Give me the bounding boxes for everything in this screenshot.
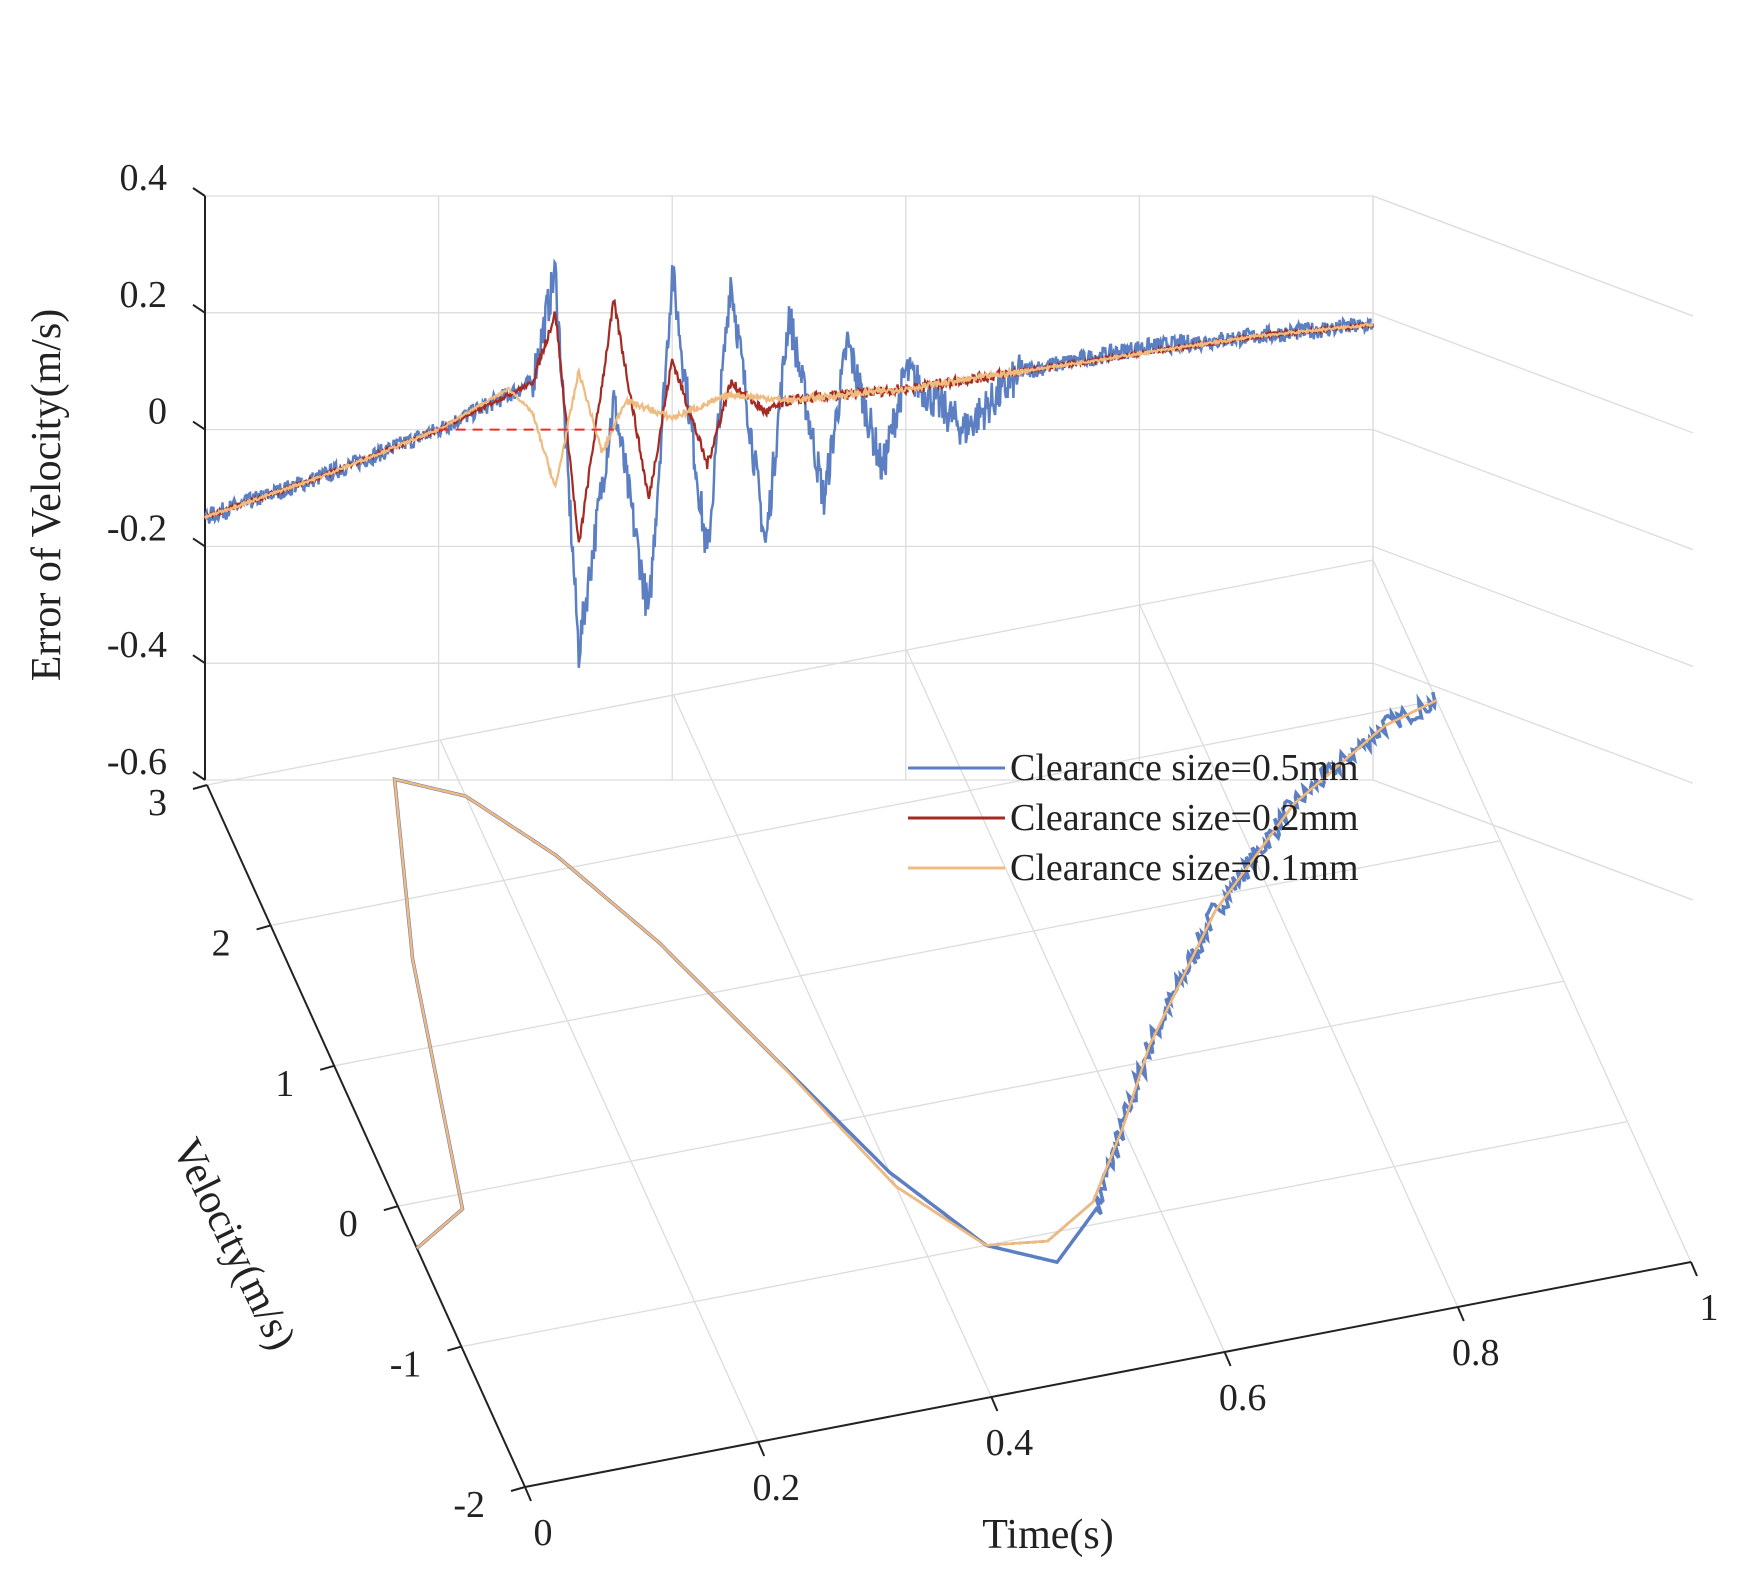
z-tick-label-4: 0.2 bbox=[120, 274, 168, 316]
x-tick-mark-3 bbox=[1223, 1351, 1232, 1367]
velocity-line-2 bbox=[393, 699, 1438, 1250]
z-tick-mark-0 bbox=[192, 771, 206, 781]
grid-z-side-1 bbox=[1372, 662, 1694, 784]
grid-z-side-3 bbox=[1372, 428, 1694, 551]
grid-z-side-2 bbox=[1372, 545, 1694, 668]
grid-y-2 bbox=[397, 980, 1564, 1207]
grid-y-4 bbox=[270, 699, 1437, 927]
grid-lines bbox=[204, 195, 1694, 1488]
x-tick-mark-5 bbox=[1690, 1261, 1698, 1277]
z-tick-mark-4 bbox=[192, 303, 206, 314]
x-tick-label-0: 0 bbox=[534, 1512, 553, 1554]
y-tick-mark-1 bbox=[447, 1345, 462, 1352]
y-tick-mark-2 bbox=[383, 1205, 399, 1212]
error-line-2 bbox=[204, 320, 1374, 520]
y-tick-label-5: 3 bbox=[148, 782, 167, 824]
axes bbox=[192, 187, 1698, 1502]
y-tick-mark-4 bbox=[256, 924, 271, 931]
tick-labels: -0.6 -0.4 -0.2 0 0.2 0.4 -2 -1 0 1 2 3 0 0.2 0.4 0.6 0.8… bbox=[107, 157, 1719, 1554]
z-axis-title: Error of Velocity(m/s) bbox=[24, 309, 70, 681]
y-tick-mark-5 bbox=[192, 784, 208, 790]
y-tick-label-2: 0 bbox=[339, 1203, 358, 1245]
y-tick-label-1: -1 bbox=[390, 1344, 422, 1386]
y-tick-mark-3 bbox=[319, 1064, 335, 1071]
x-tick-mark-4 bbox=[1456, 1306, 1465, 1322]
x-axis-line bbox=[524, 1261, 1692, 1488]
legend-label-2: Clearance size=0.1mm bbox=[1010, 847, 1359, 889]
legend: Clearance size=0.5mm Clearance size=0.2m… bbox=[908, 747, 1359, 889]
z-tick-label-2: -0.2 bbox=[107, 507, 167, 549]
y-axis-title: Velocity(m/s) bbox=[163, 1131, 305, 1357]
y-tick-label-3: 1 bbox=[275, 1063, 294, 1105]
x-tick-label-3: 0.6 bbox=[1219, 1377, 1267, 1419]
x-tick-mark-1 bbox=[757, 1441, 766, 1457]
z-tick-label-1: -0.4 bbox=[107, 624, 167, 666]
z-tick-label-3: 0 bbox=[148, 391, 167, 433]
z-tick-label-0: -0.6 bbox=[107, 741, 167, 783]
y-tick-label-4: 2 bbox=[212, 922, 231, 964]
z-tick-mark-5 bbox=[192, 187, 206, 197]
grid-x-floor-5 bbox=[1372, 559, 1692, 1263]
z-tick-mark-3 bbox=[192, 420, 206, 431]
y-tick-label-0: -2 bbox=[453, 1484, 485, 1526]
grid-x-floor-1 bbox=[439, 739, 759, 1443]
x-tick-mark-0 bbox=[524, 1486, 532, 1502]
x-tick-label-1: 0.2 bbox=[752, 1467, 800, 1509]
legend-label-0: Clearance size=0.5mm bbox=[1010, 747, 1359, 789]
grid-z-side-5 bbox=[1372, 195, 1694, 317]
legend-label-1: Clearance size=0.2mm bbox=[1010, 797, 1359, 839]
y-axis-line bbox=[206, 784, 526, 1488]
x-axis-title: Time(s) bbox=[982, 1512, 1113, 1558]
error-line-0 bbox=[203, 258, 1375, 668]
x-tick-mark-2 bbox=[990, 1396, 999, 1412]
grid-y-5 bbox=[206, 559, 1374, 786]
y-tick-mark-0 bbox=[510, 1486, 526, 1492]
x-tick-label-2: 0.4 bbox=[986, 1422, 1034, 1464]
grid-y-3 bbox=[334, 840, 1501, 1067]
series-lines bbox=[203, 258, 1438, 1265]
grid-z-side-0 bbox=[1372, 779, 1694, 901]
x-tick-label-4: 0.8 bbox=[1452, 1332, 1500, 1374]
grid-y-1 bbox=[461, 1120, 1628, 1348]
x-tick-label-5: 1 bbox=[1700, 1287, 1719, 1329]
z-tick-label-5: 0.4 bbox=[120, 157, 168, 199]
grid-x-floor-4 bbox=[1139, 604, 1459, 1308]
grid-z-side-4 bbox=[1372, 312, 1694, 434]
grid-x-floor-2 bbox=[672, 694, 992, 1398]
z-tick-mark-2 bbox=[192, 537, 206, 548]
z-tick-mark-1 bbox=[192, 654, 206, 665]
